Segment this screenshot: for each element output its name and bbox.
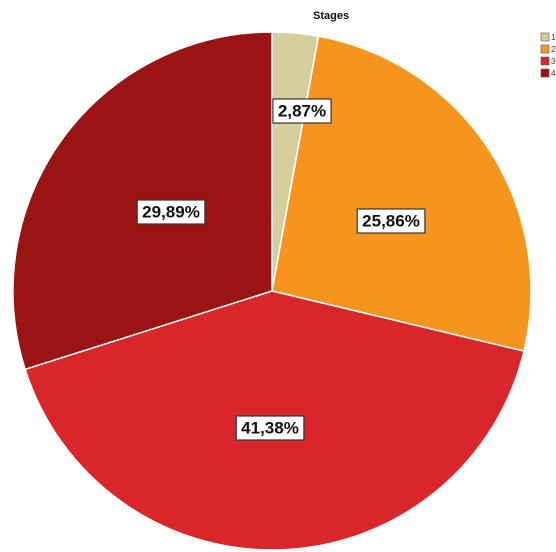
legend-label-3: 3 — [551, 57, 556, 66]
data-label-box-1 — [272, 98, 332, 124]
legend-label-4: 4 — [551, 69, 556, 78]
data-label-box-4 — [136, 199, 206, 225]
legend: Stages 1 2 3 4 — [313, 10, 556, 78]
legend-label-1: 1 — [551, 33, 556, 42]
data-label-4: 29,89% — [136, 199, 206, 225]
legend-swatch-4 — [540, 68, 550, 78]
legend-title: Stages — [313, 10, 349, 22]
data-label-box-2 — [356, 208, 426, 234]
data-label-box-3 — [235, 415, 305, 441]
pie-slices — [12, 31, 532, 551]
data-label-1: 2,87% — [272, 98, 332, 124]
legend-label-2: 2 — [551, 45, 556, 54]
data-label-text-4: 29,89% — [142, 203, 200, 222]
pie-labels: 2,87% 25,86% 41,38% 29,89% — [136, 98, 426, 441]
legend-swatch-1 — [540, 32, 550, 42]
legend-swatch-3 — [540, 56, 550, 66]
legend-swatch-2 — [540, 44, 550, 54]
data-label-text-3: 41,38% — [241, 419, 299, 438]
pie-slice-2 — [271, 35, 532, 353]
data-label-2: 25,86% — [356, 208, 426, 234]
data-label-3: 41,38% — [235, 415, 305, 441]
data-label-text-1: 2,87% — [278, 102, 326, 121]
data-label-text-2: 25,86% — [362, 212, 420, 231]
